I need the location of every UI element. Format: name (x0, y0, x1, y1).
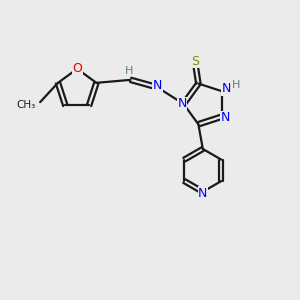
Text: N: N (198, 187, 208, 200)
Text: H: H (232, 80, 240, 90)
Text: N: N (220, 112, 230, 124)
Text: S: S (191, 55, 200, 68)
Text: N: N (153, 79, 162, 92)
Text: H: H (125, 66, 133, 76)
Text: CH₃: CH₃ (16, 100, 36, 110)
Text: N: N (177, 98, 187, 110)
Text: N: N (222, 82, 231, 95)
Text: O: O (72, 62, 82, 75)
